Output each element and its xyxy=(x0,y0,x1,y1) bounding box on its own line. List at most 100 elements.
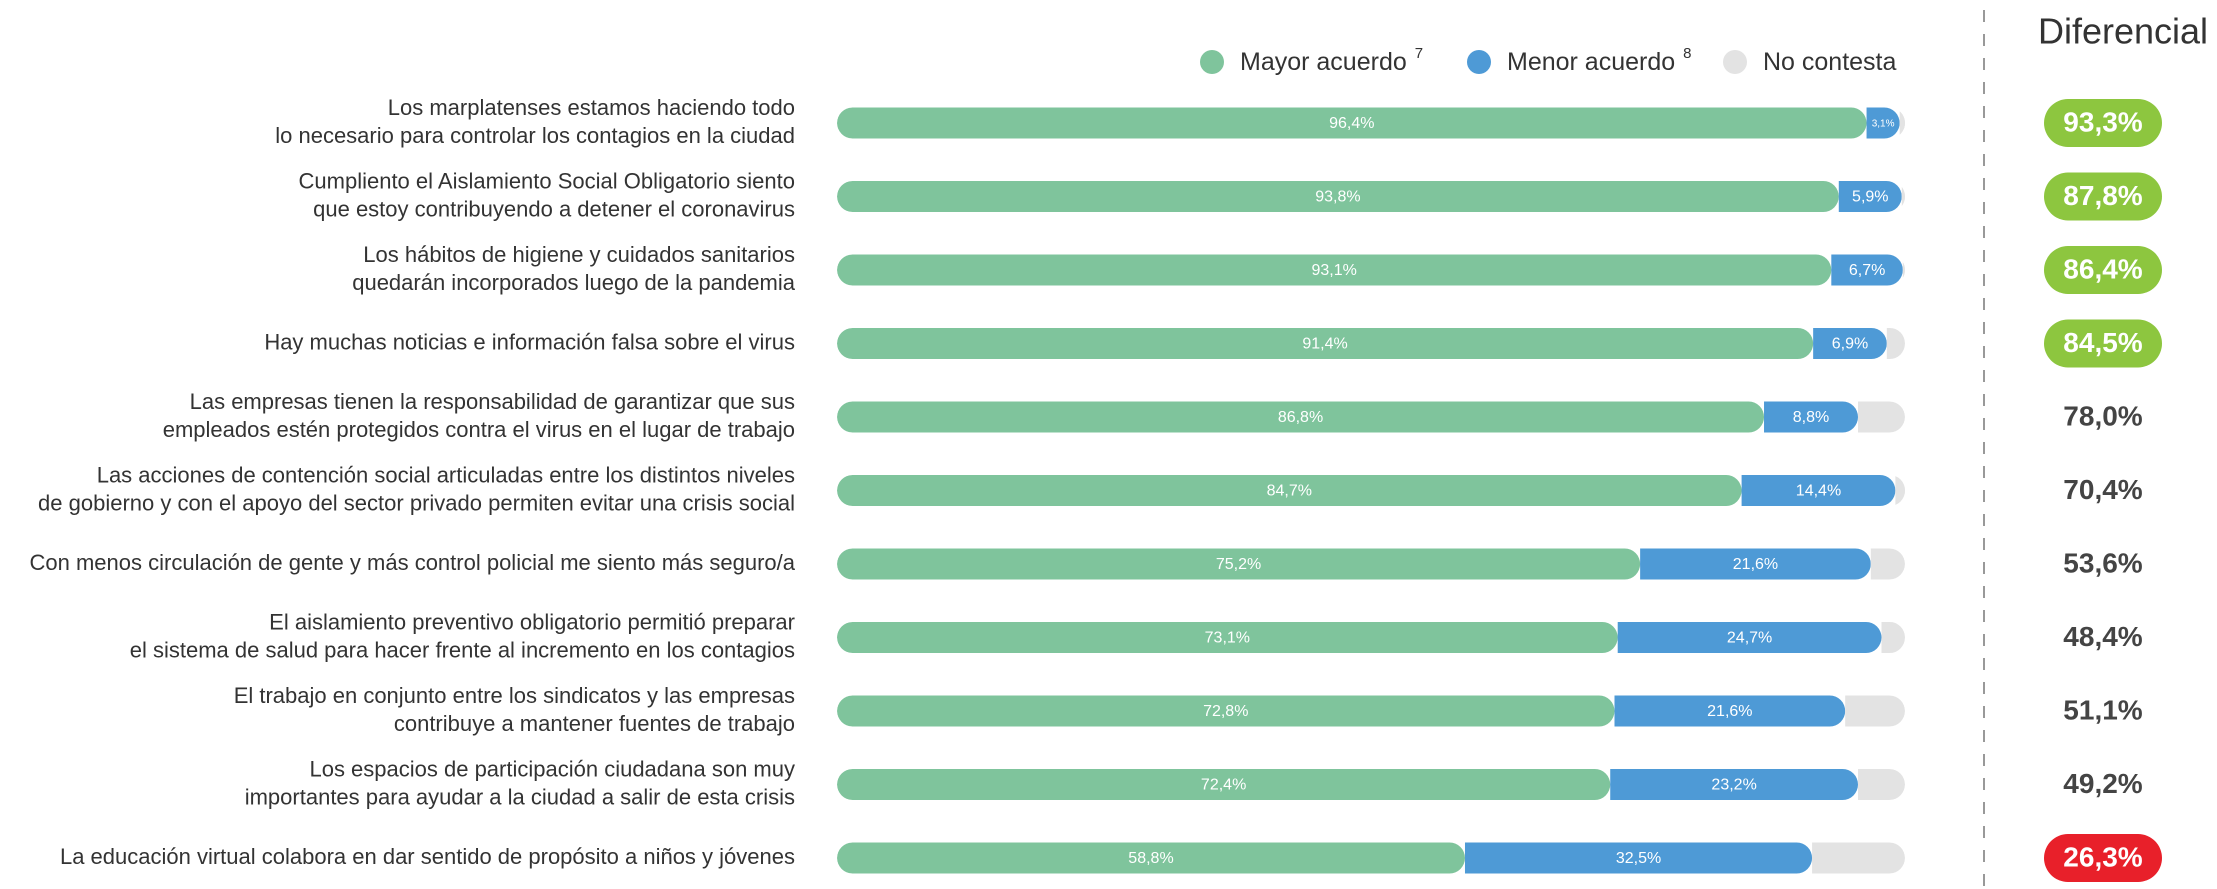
bar-segment-fill xyxy=(1813,328,1829,359)
differential-value: 87,8% xyxy=(2063,180,2142,211)
bar-segment-fill xyxy=(1858,769,1874,800)
value-label: 14,4% xyxy=(1796,483,1841,500)
bar-segment-fill xyxy=(1881,622,1898,653)
category-label: contribuye a mantener fuentes de trabajo xyxy=(394,711,795,736)
legend-name: Menor acuerdo xyxy=(1507,48,1675,76)
category-label: Las acciones de contención social articu… xyxy=(97,462,795,487)
value-label: 5,9% xyxy=(1852,189,1888,206)
category-label: Los espacios de participación ciudadana … xyxy=(309,756,795,781)
value-label: 58,8% xyxy=(1128,850,1173,867)
category-label: Los hábitos de higiene y cuidados sanita… xyxy=(363,242,795,267)
legend-note: 8 xyxy=(1683,45,1691,62)
value-label: 86,8% xyxy=(1278,409,1323,426)
value-label: 3,1% xyxy=(1872,119,1895,130)
bar-segment-fill xyxy=(1895,475,1905,506)
category-label: Las empresas tienen la responsabilidad d… xyxy=(190,389,795,414)
value-label: 32,5% xyxy=(1616,850,1661,867)
value-label: 24,7% xyxy=(1727,630,1772,647)
bar-row xyxy=(837,842,1905,874)
bar-row xyxy=(837,107,1905,139)
bar-segment xyxy=(837,328,1814,359)
bar-row xyxy=(837,328,1905,359)
bar-segment xyxy=(1813,328,1887,359)
value-label: 93,8% xyxy=(1315,189,1360,206)
category-label: Con menos circulación de gente y más con… xyxy=(30,550,796,575)
bar-segment-fill xyxy=(1464,842,1481,874)
differential-badge xyxy=(2044,319,2162,368)
bar-segment xyxy=(837,842,1465,874)
bar-row xyxy=(837,181,1905,212)
value-label: 91,4% xyxy=(1302,336,1347,353)
category-label: Hay muchas noticias e información falsa … xyxy=(264,329,795,354)
legend-name: Mayor acuerdo xyxy=(1240,48,1407,76)
category-label: Los marplatenses estamos haciendo todo xyxy=(388,95,795,120)
bar-segment-fill xyxy=(1831,254,1847,286)
category-label: El aislamiento preventivo obligatorio pe… xyxy=(269,609,795,634)
category-label: lo necesario para controlar los contagio… xyxy=(275,123,795,148)
value-label: 96,4% xyxy=(1329,115,1374,132)
bar-segment xyxy=(1764,401,1859,433)
differential-value: 51,1% xyxy=(2063,694,2142,725)
bar-segment xyxy=(1812,842,1905,874)
differential-title: Diferencial xyxy=(2038,11,2208,52)
legend-name: No contesta xyxy=(1763,48,1897,76)
bar-segment xyxy=(1831,254,1903,286)
legend-note: 7 xyxy=(1415,45,1423,62)
bar-segment xyxy=(1610,769,1859,800)
value-label: 75,2% xyxy=(1216,556,1261,573)
bar-segment xyxy=(837,254,1832,286)
differential-value: 49,2% xyxy=(2063,768,2142,799)
bar-segment-fill xyxy=(1845,695,1861,727)
bar-segment xyxy=(837,475,1742,506)
category-label: quedarán incorporados luego de la pandem… xyxy=(352,270,796,295)
bar-row xyxy=(837,695,1905,727)
bar-segment xyxy=(1838,181,1902,212)
bar-segment-fill xyxy=(1901,181,1905,212)
bar-row xyxy=(837,475,1905,506)
bar-row xyxy=(837,254,1905,286)
value-label: 6,9% xyxy=(1832,336,1868,353)
bar-segment-fill xyxy=(1764,401,1780,433)
value-label: 93,1% xyxy=(1311,262,1356,279)
value-label: 6,7% xyxy=(1849,262,1885,279)
category-label: empleados estén protegidos contra el vir… xyxy=(163,417,795,442)
value-label: 21,6% xyxy=(1733,556,1778,573)
legend-swatch xyxy=(1723,50,1747,74)
differential-badge xyxy=(2044,246,2162,294)
bar-segment xyxy=(1617,622,1882,653)
bar-row xyxy=(837,548,1905,580)
bar-segment-fill xyxy=(1866,107,1883,139)
differential-badge xyxy=(2044,99,2162,147)
bar-segment xyxy=(1741,475,1896,506)
bar-segment-fill xyxy=(1617,622,1634,653)
value-label: 8,8% xyxy=(1793,409,1829,426)
bar-segment xyxy=(1614,695,1846,727)
bar-segment-fill xyxy=(1870,548,1887,580)
differential-value: 84,5% xyxy=(2063,327,2142,358)
value-label: 84,7% xyxy=(1267,483,1312,500)
legend-label: Mayor acuerdo 7 xyxy=(1240,45,1423,76)
category-label: La educación virtual colabora en dar sen… xyxy=(60,844,795,869)
differential-badge xyxy=(2044,834,2162,882)
bar-segment-fill xyxy=(1838,181,1855,212)
bar-segment xyxy=(1464,842,1813,874)
value-label: 72,8% xyxy=(1203,703,1248,720)
bar-segment-fill xyxy=(1610,769,1626,800)
value-label: 73,1% xyxy=(1205,630,1250,647)
differential-value: 26,3% xyxy=(2063,841,2142,872)
bar-segment xyxy=(1640,548,1871,580)
category-label: el sistema de salud para hacer frente al… xyxy=(130,637,795,662)
bar-segment-fill xyxy=(1812,842,1828,874)
differential-value: 78,0% xyxy=(2063,400,2142,431)
differential-value: 93,3% xyxy=(2063,106,2142,137)
bar-row xyxy=(837,622,1905,653)
bar-segment xyxy=(837,622,1618,653)
bar-segment xyxy=(837,769,1611,800)
bar-segment-fill xyxy=(1886,328,1903,359)
bar-row xyxy=(837,769,1905,800)
bar-segment xyxy=(837,401,1765,433)
category-label: El trabajo en conjunto entre los sindica… xyxy=(234,683,795,708)
category-label: Cumpliento el Aislamiento Social Obligat… xyxy=(299,168,795,193)
bar-segment xyxy=(837,548,1641,580)
